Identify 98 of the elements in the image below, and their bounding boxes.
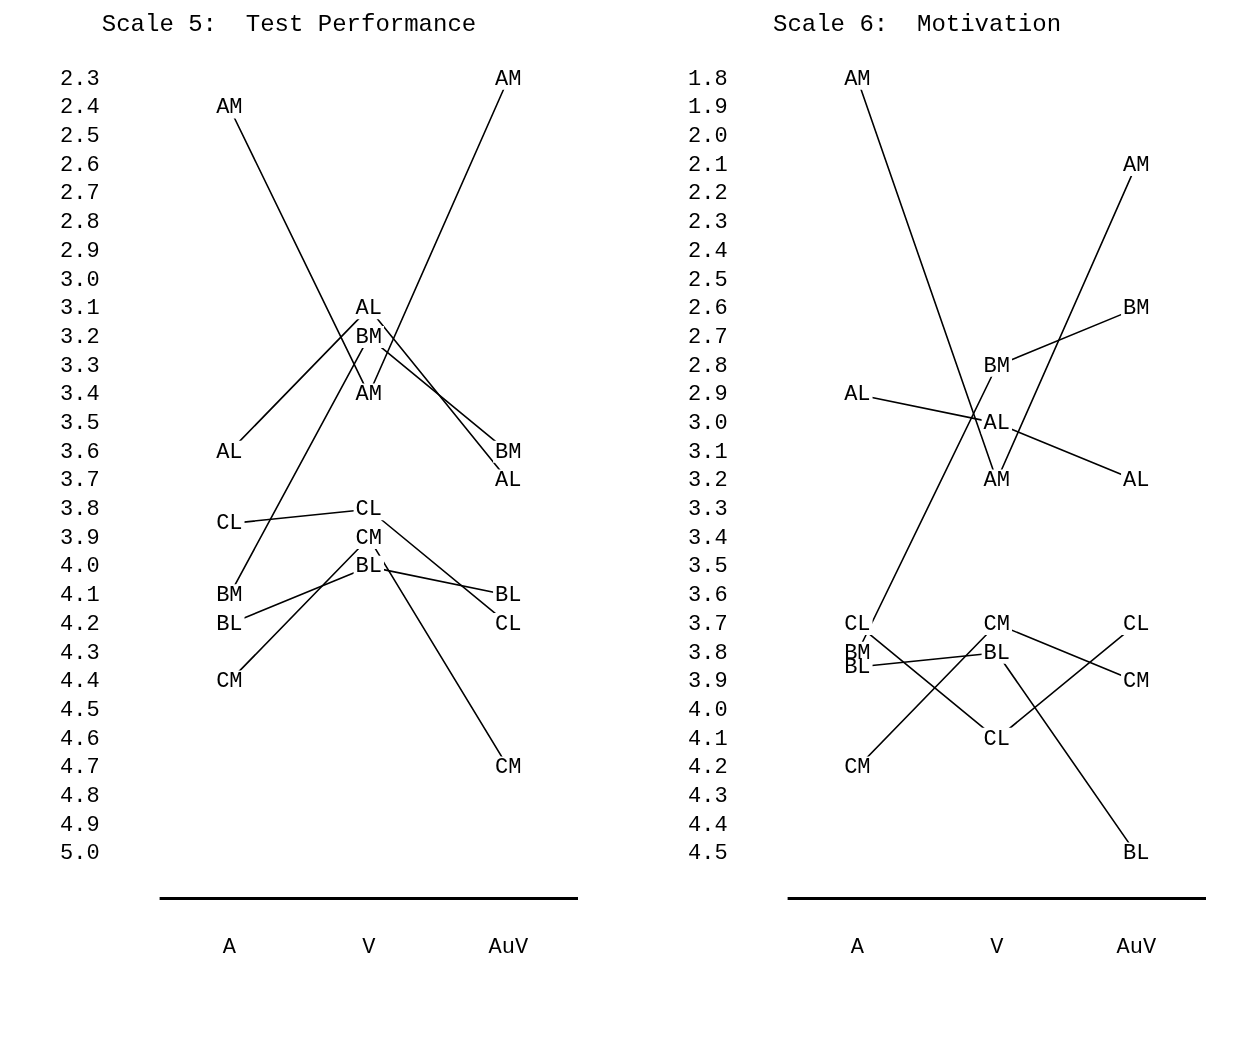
y-tick-label: 4.6	[60, 726, 100, 752]
y-tick-label: 3.6	[688, 583, 728, 609]
text: CL	[216, 511, 243, 537]
y-tick-label: 2.4	[688, 238, 728, 264]
text: BL	[216, 611, 243, 637]
y-tick-label: 2.5	[688, 267, 728, 293]
y-tick-label: 3.4	[60, 382, 100, 408]
y-tick-label: 3.8	[60, 497, 100, 523]
y-tick-label: 3.0	[60, 267, 100, 293]
series-label: BL	[983, 640, 1011, 666]
y-tick-label: 3.1	[60, 296, 100, 322]
y-tick-label: 2.7	[688, 324, 728, 350]
y-tick-label: 2.2	[688, 181, 728, 207]
series-label: AL	[983, 410, 1011, 436]
text: AM	[216, 95, 243, 121]
y-tick-label: 2.5	[60, 124, 100, 150]
y-tick-label: 2.9	[688, 382, 728, 408]
y-tick-label: 2.9	[60, 238, 100, 264]
series-label: BM	[355, 324, 383, 350]
text: CM	[216, 669, 243, 695]
y-tick-label: 4.9	[60, 812, 100, 838]
y-tick-label: 4.4	[688, 812, 728, 838]
y-tick-label: 3.3	[688, 497, 728, 523]
text: BL	[1123, 841, 1150, 867]
series-label: AM	[495, 66, 522, 92]
y-tick-label: 3.7	[60, 468, 100, 494]
x-tick-label: AuV	[488, 934, 529, 960]
y-tick-label: 3.1	[688, 439, 728, 465]
series-label: CM	[983, 611, 1011, 637]
y-tick-label: 4.2	[60, 611, 100, 637]
y-tick-label: 3.7	[688, 611, 728, 637]
text: AL	[495, 468, 522, 494]
text: CM	[1123, 669, 1150, 695]
y-tick-label: 3.5	[688, 554, 728, 580]
y-tick-label: 1.9	[688, 95, 728, 121]
series-label: BM	[983, 353, 1011, 379]
series-label: AM	[844, 66, 871, 92]
text: CL	[495, 611, 522, 637]
y-tick-label: 2.6	[60, 152, 100, 178]
text: BM	[1123, 296, 1150, 322]
text: AL	[844, 382, 871, 408]
y-tick-label: 4.1	[688, 726, 728, 752]
y-tick-label: 2.3	[60, 66, 100, 92]
series-label: BL	[355, 554, 383, 580]
y-tick-label: 2.6	[688, 296, 728, 322]
chart-title: Scale 6: Motivation	[772, 10, 1062, 38]
text: AL	[216, 439, 243, 465]
y-tick-label: 4.0	[688, 697, 728, 723]
y-tick-label: 3.0	[688, 410, 728, 436]
series-label: AL	[355, 296, 383, 322]
y-tick-label: 3.6	[60, 439, 100, 465]
y-tick-label: 3.5	[60, 410, 100, 436]
y-tick-label: 4.0	[60, 554, 100, 580]
y-tick-label: 2.8	[688, 353, 728, 379]
y-tick-label: 3.9	[60, 525, 100, 551]
x-tick-label: V	[362, 934, 377, 960]
x-tick-label: A	[222, 934, 237, 960]
series-label: CL	[1123, 611, 1150, 637]
y-tick-label: 5.0	[60, 841, 100, 867]
text: BL	[495, 583, 522, 609]
y-tick-label: 2.3	[688, 210, 728, 236]
y-tick-label: 3.9	[688, 669, 728, 695]
y-tick-label: 3.4	[688, 525, 728, 551]
series-label: CM	[355, 525, 383, 551]
y-tick-label: 4.5	[60, 697, 100, 723]
text: BM	[495, 439, 522, 465]
text: AM	[355, 382, 383, 408]
y-tick-label: 3.2	[60, 324, 100, 350]
text: AM	[983, 468, 1011, 494]
series-label: CL	[355, 497, 383, 523]
text: CM	[844, 755, 871, 781]
y-tick-label: 1.8	[688, 66, 728, 92]
y-tick-label: 4.1	[60, 583, 100, 609]
y-tick-label: 4.2	[688, 755, 728, 781]
y-tick-label: 2.8	[60, 210, 100, 236]
y-tick-label: 4.7	[60, 755, 100, 781]
x-tick-label: AuV	[1116, 934, 1157, 960]
y-tick-label: 4.3	[688, 784, 728, 810]
text: CM	[495, 755, 522, 781]
chart-title: Scale 5: Test Performance	[101, 10, 477, 38]
y-tick-label: 3.8	[688, 640, 728, 666]
y-tick-label: 4.3	[60, 640, 100, 666]
y-tick-label: 4.5	[688, 841, 728, 867]
x-tick-label: A	[850, 934, 865, 960]
y-tick-label: 2.7	[60, 181, 100, 207]
y-tick-label: 2.0	[688, 124, 728, 150]
y-tick-label: 4.8	[60, 784, 100, 810]
y-tick-label: 3.2	[688, 468, 728, 494]
y-tick-label: 4.4	[60, 669, 100, 695]
y-tick-label: 2.4	[60, 95, 100, 121]
y-tick-label: 3.3	[60, 353, 100, 379]
text: CL	[983, 726, 1011, 752]
text: CL	[844, 611, 871, 637]
text: AL	[1123, 468, 1150, 494]
y-tick-label: 2.1	[688, 152, 728, 178]
text: BM	[216, 583, 243, 609]
text: AM	[1123, 152, 1150, 178]
x-tick-label: V	[990, 934, 1005, 960]
